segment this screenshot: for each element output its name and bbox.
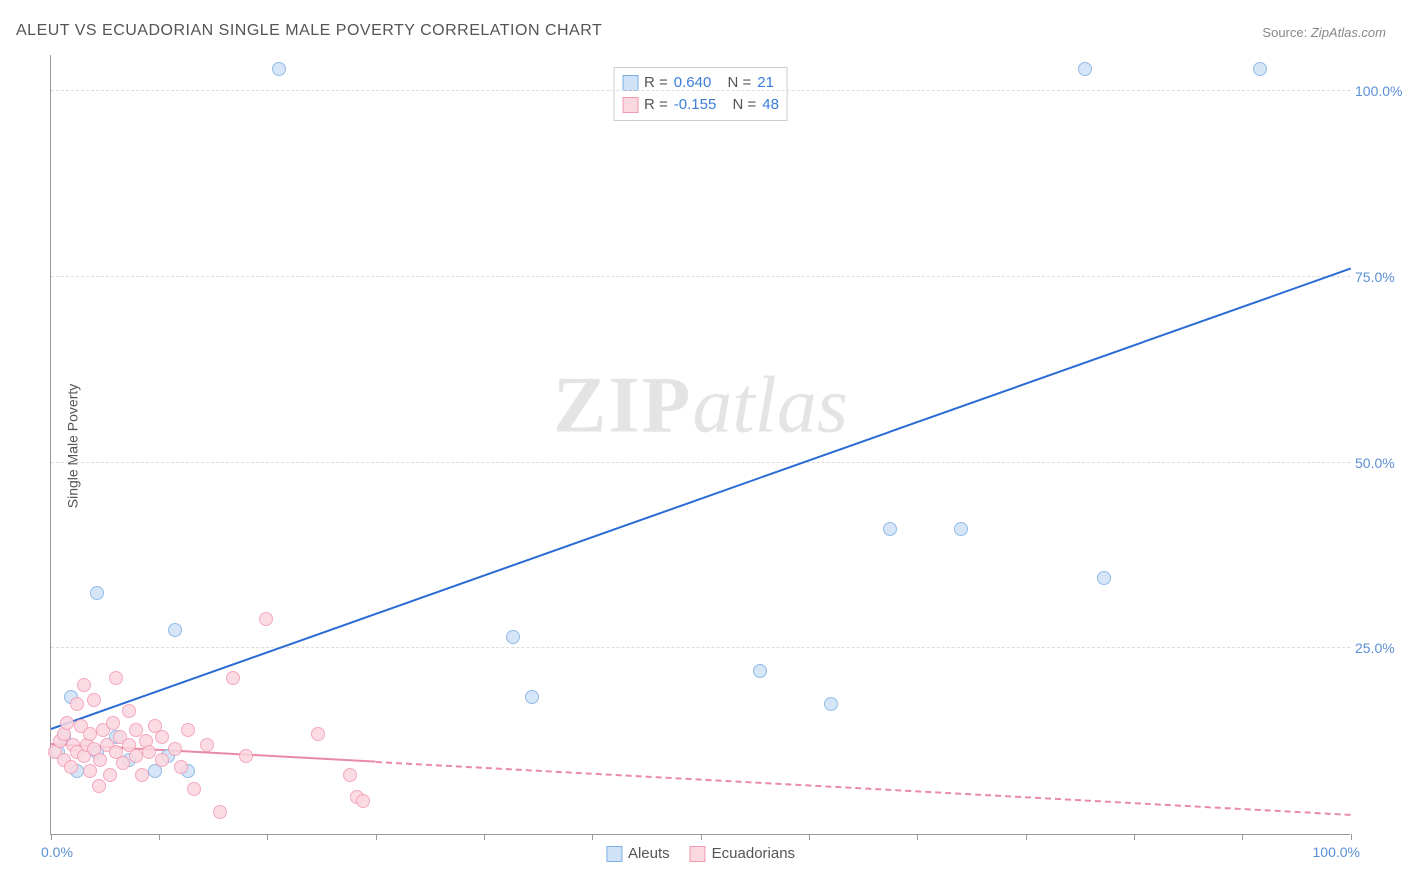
data-point — [181, 723, 195, 737]
data-point — [883, 522, 897, 536]
data-point — [356, 794, 370, 808]
r-label: R = — [644, 94, 668, 116]
watermark: ZIPatlas — [553, 360, 848, 451]
x-tick — [1134, 834, 1135, 840]
legend-item-ecuadorians: Ecuadorians — [690, 845, 795, 862]
data-point — [168, 623, 182, 637]
data-point — [272, 62, 286, 76]
swatch-aleuts-icon — [622, 75, 638, 91]
source-credit: Source: ZipAtlas.com — [1262, 25, 1386, 40]
trend-line — [376, 761, 1351, 816]
data-point — [142, 745, 156, 759]
x-tick — [1242, 834, 1243, 840]
swatch-ecuadorians-icon — [622, 97, 638, 113]
data-point — [129, 749, 143, 763]
y-tick-label: 75.0% — [1355, 269, 1405, 285]
swatch-aleuts-icon — [606, 846, 622, 862]
x-tick — [1026, 834, 1027, 840]
data-point — [311, 727, 325, 741]
legend-stats: R = 0.640 N = 21 R = -0.155 N = 48 — [613, 67, 788, 121]
data-point — [174, 760, 188, 774]
gridline — [51, 276, 1350, 277]
data-point — [109, 671, 123, 685]
y-tick-label: 25.0% — [1355, 640, 1405, 656]
x-axis-label-0: 0.0% — [41, 844, 73, 860]
data-point — [200, 738, 214, 752]
data-point — [155, 753, 169, 767]
watermark-atlas: atlas — [692, 361, 848, 449]
data-point — [106, 716, 120, 730]
data-point — [64, 760, 78, 774]
x-tick — [917, 834, 918, 840]
data-point — [83, 727, 97, 741]
data-point — [155, 730, 169, 744]
n-value-ecuadorians: 48 — [762, 94, 779, 116]
x-axis-label-100: 100.0% — [1313, 844, 1360, 860]
x-tick — [376, 834, 377, 840]
plot-area: ZIPatlas R = 0.640 N = 21 R = -0.155 N =… — [50, 55, 1350, 835]
data-point — [122, 704, 136, 718]
gridline — [51, 90, 1350, 91]
n-label: N = — [733, 94, 757, 116]
data-point — [239, 749, 253, 763]
data-point — [343, 768, 357, 782]
source-value: ZipAtlas.com — [1311, 25, 1386, 40]
legend-label-ecuadorians: Ecuadorians — [712, 845, 795, 862]
source-label: Source: — [1262, 25, 1307, 40]
data-point — [259, 612, 273, 626]
data-point — [226, 671, 240, 685]
legend-series: Aleuts Ecuadorians — [606, 845, 795, 862]
data-point — [87, 693, 101, 707]
x-tick — [159, 834, 160, 840]
data-point — [90, 586, 104, 600]
x-tick — [809, 834, 810, 840]
gridline — [51, 462, 1350, 463]
data-point — [70, 697, 84, 711]
trend-line — [51, 267, 1352, 729]
data-point — [753, 664, 767, 678]
legend-stats-row-ecuadorians: R = -0.155 N = 48 — [622, 94, 779, 116]
data-point — [135, 768, 149, 782]
data-point — [116, 756, 130, 770]
y-tick-label: 50.0% — [1355, 455, 1405, 471]
data-point — [77, 678, 91, 692]
data-point — [168, 742, 182, 756]
r-value-ecuadorians: -0.155 — [674, 94, 717, 116]
data-point — [1253, 62, 1267, 76]
data-point — [60, 716, 74, 730]
data-point — [1097, 571, 1111, 585]
watermark-zip: ZIP — [553, 361, 692, 449]
legend-label-aleuts: Aleuts — [628, 845, 670, 862]
x-tick — [701, 834, 702, 840]
legend-item-aleuts: Aleuts — [606, 845, 670, 862]
data-point — [954, 522, 968, 536]
chart-title: ALEUT VS ECUADORIAN SINGLE MALE POVERTY … — [16, 22, 602, 40]
swatch-ecuadorians-icon — [690, 846, 706, 862]
x-tick — [592, 834, 593, 840]
data-point — [83, 764, 97, 778]
data-point — [93, 753, 107, 767]
x-tick — [267, 834, 268, 840]
data-point — [1078, 62, 1092, 76]
y-tick-label: 100.0% — [1355, 83, 1405, 99]
data-point — [103, 768, 117, 782]
gridline — [51, 647, 1350, 648]
x-tick — [51, 834, 52, 840]
x-tick — [1351, 834, 1352, 840]
data-point — [824, 697, 838, 711]
data-point — [213, 805, 227, 819]
data-point — [506, 630, 520, 644]
data-point — [525, 690, 539, 704]
data-point — [92, 779, 106, 793]
x-tick — [484, 834, 485, 840]
chart-container: ALEUT VS ECUADORIAN SINGLE MALE POVERTY … — [0, 0, 1406, 892]
data-point — [187, 782, 201, 796]
